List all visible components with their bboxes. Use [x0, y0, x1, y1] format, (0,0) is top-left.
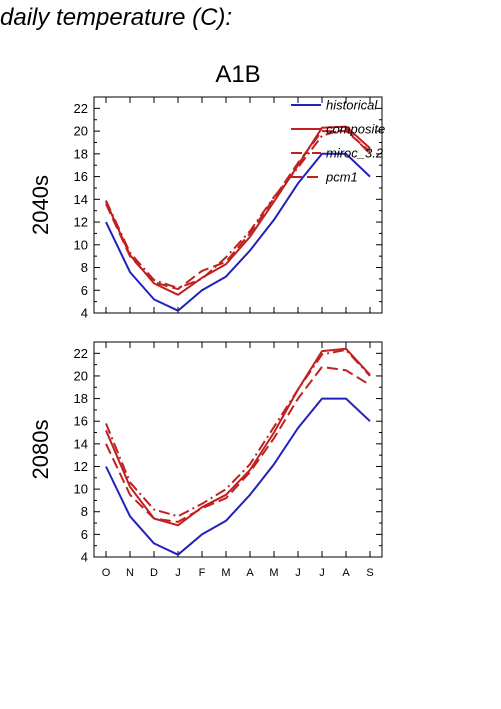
legend-label: pcm1 [325, 170, 358, 185]
series-line-pcm1 [105, 365, 371, 523]
y-tick-label: 22 [74, 101, 88, 116]
y-tick-label: 16 [74, 414, 88, 429]
y-tick-label: 8 [81, 504, 88, 519]
x-tick-label: O [102, 567, 111, 579]
row-label: 2080s [28, 420, 53, 480]
x-tick-label: J [175, 567, 181, 579]
y-tick-label: 14 [74, 192, 88, 207]
y-tick-label: 4 [81, 306, 88, 321]
panel-2080s: 4 6 8 10 12 14 16 18 20 22 O N D J F M A M J J A S 2080s [28, 341, 383, 579]
row-label: 2040s [28, 175, 53, 235]
legend-label: composite [326, 122, 385, 137]
x-tick-label: N [126, 567, 134, 579]
x-tick-label: F [199, 567, 206, 579]
y-tick-label: 22 [74, 346, 88, 361]
x-tick-label: D [150, 567, 158, 579]
series-line-miroc-3-2 [105, 348, 371, 518]
y-tick-label: 16 [74, 169, 88, 184]
plot-frame [93, 341, 383, 558]
y-tick-label: 20 [74, 368, 88, 383]
series-line-historical [105, 152, 371, 312]
y-tick-label: 14 [74, 436, 88, 451]
y-tick-label: 10 [74, 237, 88, 252]
y-tick-label: 12 [74, 215, 88, 230]
y-tick-label: 20 [74, 124, 88, 139]
series-line-pcm1 [105, 130, 371, 291]
panel-2040s: 4 6 8 10 12 14 16 18 20 22 2040s historical composit… [28, 96, 385, 321]
y-tick-label: 12 [74, 459, 88, 474]
x-tick-label: S [366, 567, 373, 579]
y-tick-label: 6 [81, 283, 88, 298]
y-tick-label: 10 [74, 482, 88, 497]
x-tick-label: J [295, 567, 301, 579]
scenario-title: A1B [215, 61, 260, 88]
legend-label: historical [326, 98, 378, 113]
y-tick-label: 6 [81, 527, 88, 542]
page-title: daily temperature (C): [0, 4, 233, 31]
x-tick-label: M [269, 567, 278, 579]
x-tick-label: M [221, 567, 230, 579]
y-tick-label: 8 [81, 260, 88, 275]
legend-label: miroc_3.2 [326, 146, 384, 161]
plot-frame [93, 96, 383, 314]
x-tick-label: A [246, 567, 254, 579]
x-tick-label: A [342, 567, 350, 579]
y-tick-label: 18 [74, 391, 88, 406]
series-line-historical [105, 397, 371, 556]
y-tick-label: 4 [81, 550, 88, 565]
y-tick-label: 18 [74, 146, 88, 161]
series-line-miroc-3-2 [105, 127, 371, 289]
x-tick-label: J [319, 567, 325, 579]
